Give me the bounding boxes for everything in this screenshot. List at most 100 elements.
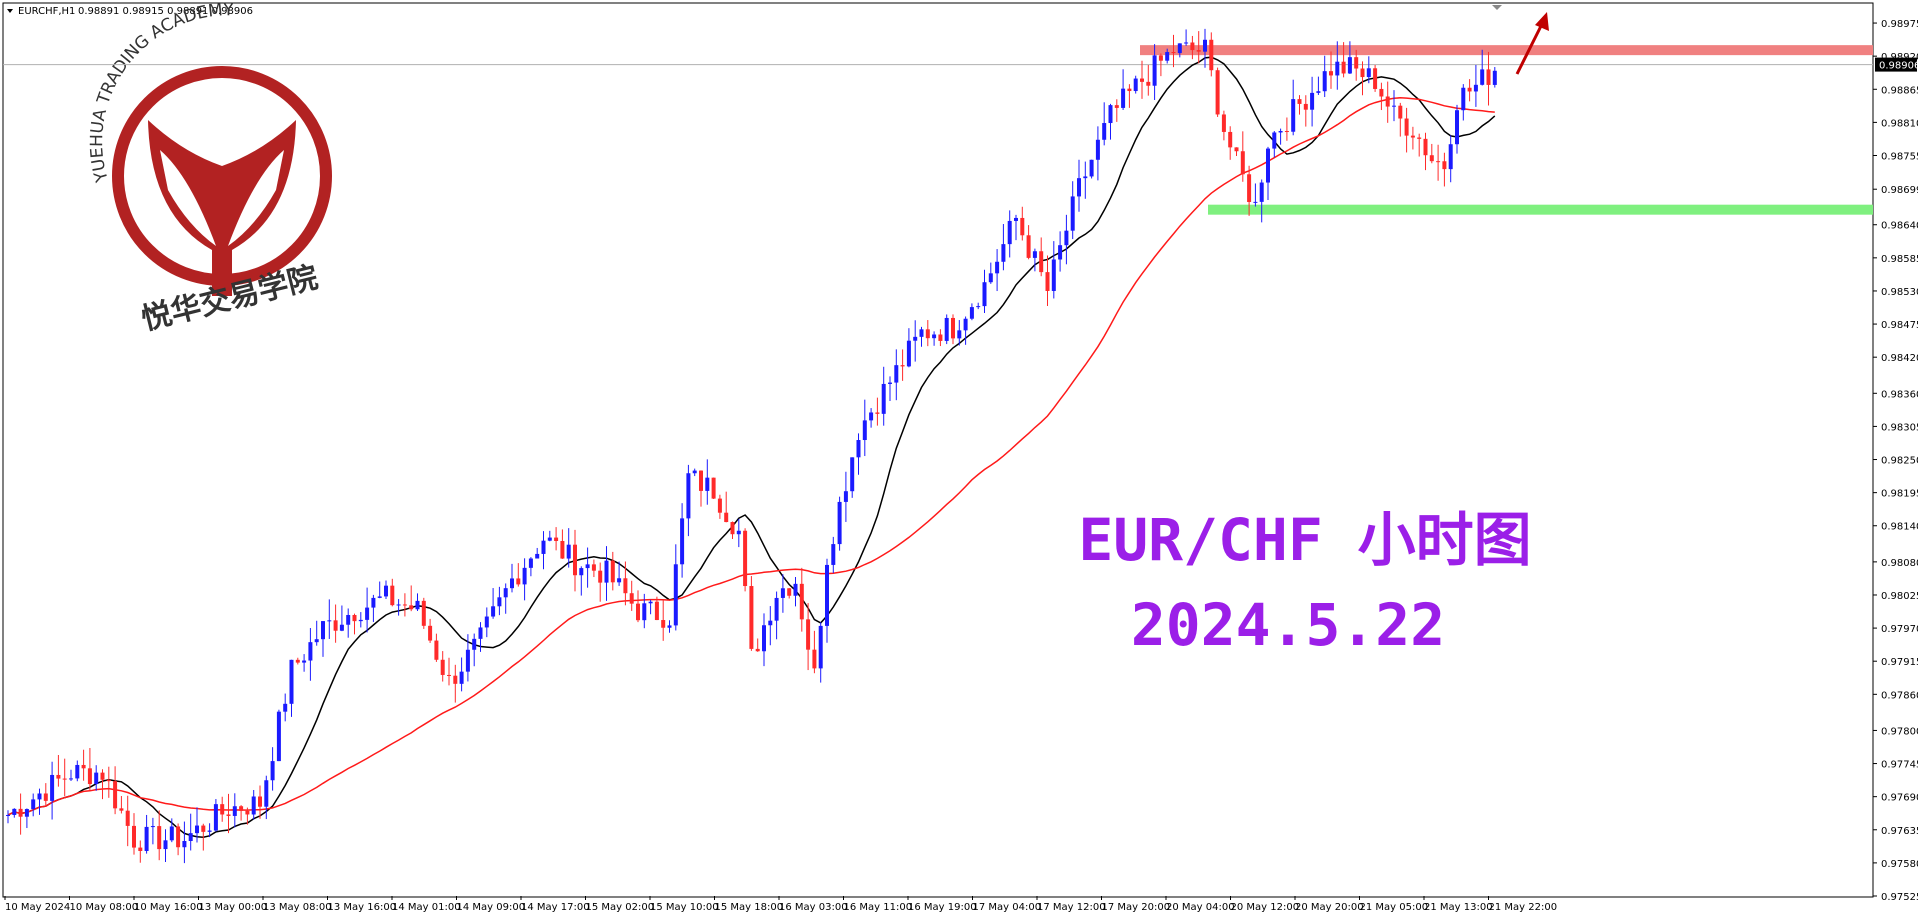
candle-body (125, 810, 130, 826)
candle-body (988, 273, 993, 283)
candle (541, 531, 546, 570)
candle-body (680, 518, 685, 565)
candle-body (1007, 220, 1012, 245)
candle (289, 659, 294, 717)
time-tick-label: 16 May 19:00 (908, 902, 977, 913)
candle-body (6, 814, 10, 816)
candle-body (94, 772, 99, 785)
dropdown-arrow-icon[interactable] (7, 9, 13, 13)
candle (1133, 75, 1138, 94)
candle-body (787, 588, 792, 596)
candle-body (1032, 251, 1037, 258)
candle-body (428, 625, 433, 641)
candle (1070, 181, 1075, 240)
shift-marker-icon (1492, 5, 1502, 10)
candle (220, 796, 225, 822)
candle-body (1486, 69, 1491, 85)
candle-body (302, 660, 307, 663)
candle (213, 799, 218, 832)
time-tick-label: 20 May 04:00 (1166, 902, 1235, 913)
candle-body (1190, 42, 1195, 51)
candle (295, 657, 300, 665)
candle (1064, 214, 1069, 265)
candle-body (1354, 57, 1359, 69)
candle-body (793, 583, 798, 596)
price-tick-label: 0.98305 (1881, 422, 1918, 433)
academy-logo: YUEHUA TRADING ACADEMY 悦华交易学院 (87, 0, 332, 338)
candle-body (119, 808, 124, 811)
candle-body (346, 614, 351, 625)
ma-fast-line (7, 56, 1496, 838)
candle-body (390, 585, 395, 606)
time-tick-label: 15 May 18:00 (715, 902, 784, 913)
candle (623, 561, 628, 606)
candle (1121, 69, 1126, 110)
candle (894, 349, 899, 401)
candle (207, 823, 212, 838)
candle (1203, 28, 1207, 68)
time-tick-label: 14 May 09:00 (457, 902, 526, 913)
candle (1014, 214, 1018, 241)
candle (1448, 135, 1453, 183)
candle (711, 477, 716, 499)
candle (806, 603, 811, 671)
candle-body (913, 336, 918, 341)
candle (1171, 34, 1176, 68)
candle-body (963, 318, 968, 331)
candle (1303, 95, 1308, 127)
candle (1310, 76, 1315, 127)
candle-body (541, 540, 546, 554)
candle-body (1404, 118, 1409, 136)
candle-body (1303, 103, 1308, 110)
candle (1442, 152, 1447, 187)
price-tick-label: 0.98975 (1881, 19, 1918, 30)
candle (1436, 144, 1441, 181)
logo-emblem (148, 120, 296, 296)
candle (81, 749, 86, 781)
candle-body (617, 578, 622, 583)
candle (837, 496, 842, 551)
candle-body (850, 457, 855, 492)
candle-body (673, 564, 678, 626)
candle-body (743, 530, 748, 587)
candle-body (365, 607, 370, 620)
candle-body (573, 544, 577, 576)
candle-body (730, 522, 735, 535)
candle (995, 249, 1000, 292)
candle-body (1045, 272, 1050, 291)
candle (1127, 84, 1132, 108)
candle-body (951, 317, 955, 339)
candle (831, 536, 836, 574)
candle (453, 664, 458, 703)
candle (573, 529, 577, 592)
candle (258, 785, 262, 819)
candle-body (881, 383, 886, 414)
candle (465, 634, 470, 682)
candle-body (516, 578, 521, 585)
candle (1278, 128, 1283, 145)
candle (566, 528, 571, 568)
candle-body (503, 588, 508, 598)
candle (1322, 55, 1327, 98)
candle-body (201, 825, 206, 832)
candle-body (402, 604, 407, 606)
candle-body (1316, 91, 1321, 93)
candle (825, 558, 829, 643)
candle-body (1051, 259, 1056, 291)
candle (396, 599, 401, 616)
candle (1146, 64, 1151, 96)
candle-body (976, 306, 981, 308)
candle (428, 618, 433, 643)
candle-body (1077, 178, 1081, 197)
candle (440, 651, 445, 682)
candle (1152, 44, 1157, 100)
support-zone (1208, 204, 1873, 215)
candle-body (1209, 39, 1214, 71)
candle-body (812, 649, 817, 669)
